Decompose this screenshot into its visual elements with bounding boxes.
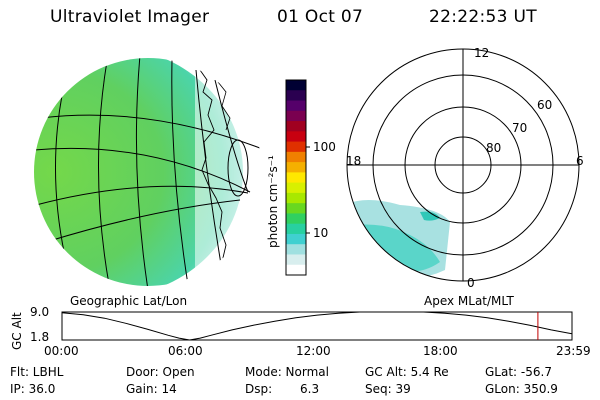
- colorbar-band: [286, 254, 306, 266]
- seq-status: Seq: 39: [365, 382, 411, 396]
- polar-emission: [347, 200, 450, 278]
- colorbar-band: [286, 121, 306, 132]
- glat-status: GLat: -56.7: [485, 365, 552, 379]
- mode-status: Mode: Normal: [245, 365, 329, 379]
- polar-plot: [346, 48, 580, 282]
- x-tick-1200: 12:00: [296, 344, 331, 358]
- coastline: [199, 69, 233, 277]
- mlt-label-12: 12: [474, 46, 490, 60]
- geographic-caption: Geographic Lat/Lon: [70, 294, 188, 308]
- ip-status: IP: 36.0: [10, 382, 56, 396]
- colorbar-band: [286, 162, 306, 173]
- colorbar-band: [286, 223, 306, 235]
- filter-status: Flt: LBHL: [10, 365, 64, 379]
- colorbar-band: [286, 151, 306, 163]
- colorbar-band: [286, 141, 306, 153]
- colorbar-frame: [285, 79, 307, 276]
- altitude-plot-frame: [61, 311, 573, 341]
- colorbar-band: [286, 100, 306, 112]
- dsp-value: 6.3: [300, 382, 320, 396]
- time-label: 22:22:53 UT: [429, 7, 537, 27]
- altitude-plot: [61, 311, 573, 341]
- colorbar-band: [286, 264, 306, 276]
- glon-status: GLon: 350.9: [485, 382, 558, 396]
- altitude-trace: [61, 311, 572, 341]
- dsp-label: Dsp:: [245, 382, 273, 396]
- coastline-2: [217, 81, 231, 131]
- colorbar-band: [286, 172, 306, 184]
- colorbar-band: [286, 244, 306, 256]
- colorbar-tick-10: 10: [313, 226, 329, 240]
- instrument-title: Ultraviolet Imager: [50, 7, 210, 27]
- x-tick-0600: 06:00: [168, 344, 203, 358]
- mlt-label-18: 18: [346, 154, 362, 168]
- altitude-ylabel: GC Alt: [10, 312, 24, 350]
- gc-alt-status: GC Alt: 5.4 Re: [365, 365, 449, 379]
- altitude-ytick-high: 9.0: [30, 305, 50, 319]
- altitude-ytick-low: 1.8: [30, 330, 50, 344]
- mlat-label-60: 60: [537, 98, 553, 112]
- colorbar-band: [286, 213, 306, 225]
- colorbar-band: [286, 90, 306, 102]
- colorbar-tick-100: 100: [313, 140, 336, 154]
- colorbar-band: [286, 110, 306, 122]
- colorbar-band: [286, 182, 306, 194]
- colorbar-band: [286, 233, 306, 245]
- mlt-label-6: 6: [576, 154, 584, 168]
- colorbar-band: [286, 192, 306, 204]
- mlat-label-70: 70: [512, 121, 528, 135]
- colorbar-band: [286, 131, 306, 143]
- colorbar-band: [286, 203, 306, 215]
- colorbar-band: [286, 80, 306, 91]
- x-tick-1800: 18:00: [423, 344, 458, 358]
- door-status: Door: Open: [126, 365, 195, 379]
- mlt-label-0: 0: [467, 276, 475, 290]
- colorbar: [285, 79, 310, 276]
- gain-status: Gain: 14: [126, 382, 177, 396]
- colorbar-unit: photon cm⁻²s⁻¹: [266, 155, 280, 248]
- mlat-label-80: 80: [486, 141, 502, 155]
- x-tick-2359: 23:59: [556, 344, 591, 358]
- x-tick-0000: 00:00: [44, 344, 79, 358]
- apex-caption: Apex MLat/MLT: [424, 294, 514, 308]
- date-label: 01 Oct 07: [277, 7, 364, 27]
- geographic-image: [34, 58, 262, 286]
